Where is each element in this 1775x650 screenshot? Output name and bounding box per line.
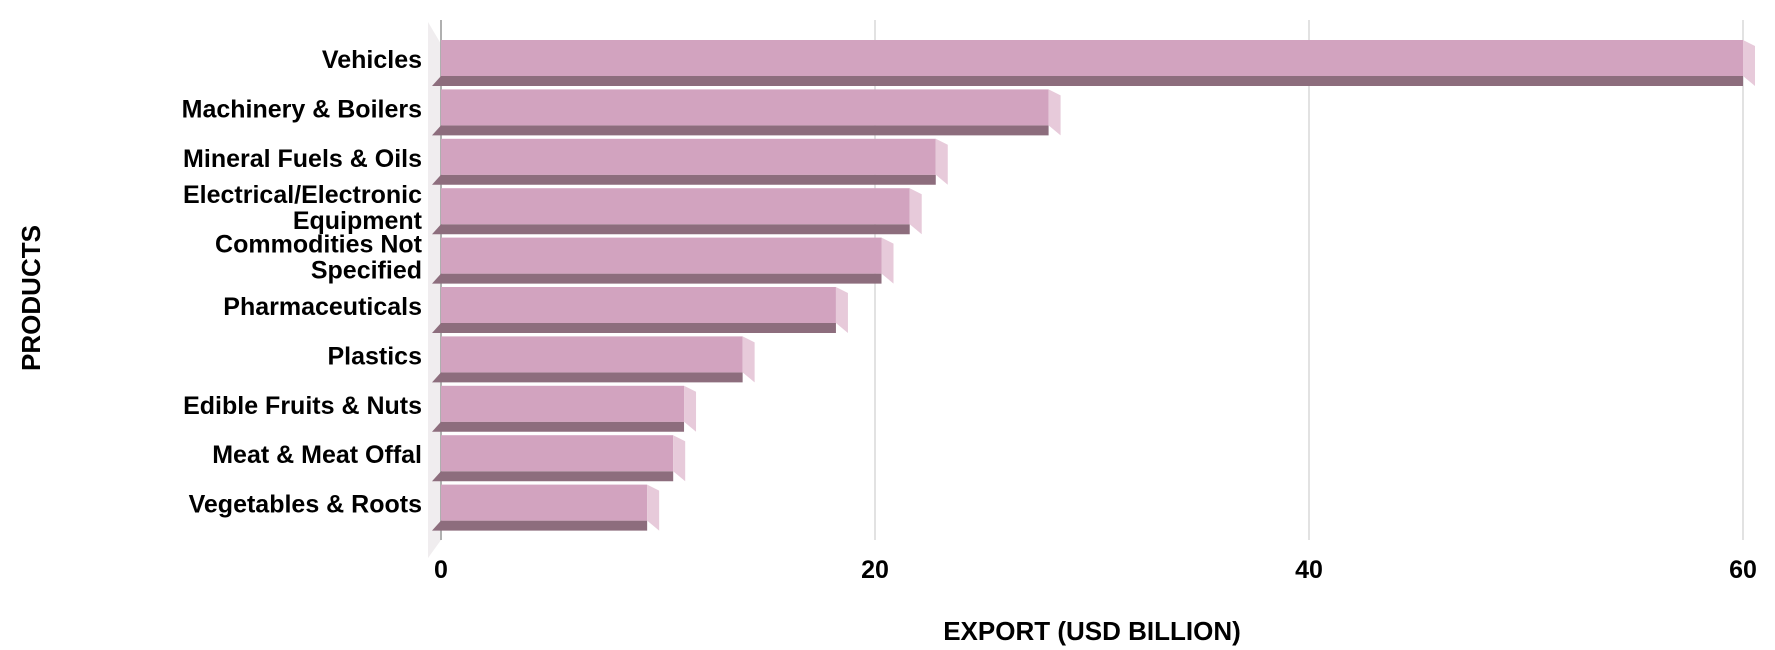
x-axis-title: EXPORT (USD BILLION) (943, 616, 1241, 646)
category-label: Pharmaceuticals (223, 293, 422, 321)
bar-end-cap (1048, 89, 1061, 136)
x-tick-label: 0 (434, 556, 448, 584)
bar-bottom-shadow (432, 224, 910, 235)
bar-bottom-shadow (432, 323, 836, 333)
axis-wall (428, 22, 441, 558)
bar (441, 89, 1049, 126)
bar-bottom-shadow (432, 76, 1743, 86)
plot-area: 0 20 40 60 Vehicles Machinery & Boilers Minera… (182, 20, 1757, 584)
category-label: Commodities Not (215, 231, 423, 259)
bar-row: Machinery & Boilers (182, 89, 1061, 136)
category-label: Electrical/Electronic (183, 181, 422, 209)
bar (441, 336, 743, 373)
category-label: Equipment (293, 207, 423, 235)
bar-bottom-shadow (432, 520, 648, 531)
category-label: Specified (311, 257, 422, 285)
x-tick-label: 60 (1729, 556, 1757, 584)
bar-bottom-shadow (432, 421, 685, 432)
bar-bottom-shadow (432, 372, 743, 383)
bar (441, 237, 882, 274)
bar (441, 385, 685, 422)
bar-end-cap (742, 336, 755, 383)
bar-bottom-shadow (432, 273, 882, 284)
bar-row: Meat & Meat Offal (212, 435, 686, 482)
bar-bottom-shadow (432, 471, 674, 482)
category-label: Meat & Meat Offal (212, 441, 422, 469)
bar-row: Mineral Fuels & Oils (183, 138, 948, 185)
category-label: Plastics (327, 342, 422, 370)
bar-bottom-shadow (432, 125, 1049, 136)
bar-end-cap (684, 385, 697, 432)
bar-end-cap (909, 188, 922, 235)
bar-row: Vegetables & Roots (189, 484, 660, 531)
category-label: Mineral Fuels & Oils (183, 145, 422, 173)
category-label: Vehicles (322, 46, 422, 74)
category-label: Machinery & Boilers (182, 95, 422, 123)
bar-end-cap (835, 287, 848, 333)
category-label: Edible Fruits & Nuts (183, 392, 422, 420)
y-axis-title: PRODUCTS (16, 225, 46, 371)
bar-row: Vehicles (322, 40, 1755, 86)
bar (441, 188, 910, 225)
bar-row: Pharmaceuticals (223, 287, 848, 333)
bar (441, 435, 674, 472)
bar (441, 40, 1743, 76)
bar-end-cap (1743, 40, 1755, 86)
bar-end-cap (881, 237, 894, 284)
bar-row: Plastics (327, 336, 755, 383)
bar-row: Edible Fruits & Nuts (183, 385, 697, 432)
x-tick-label: 40 (1295, 556, 1323, 584)
bar-end-cap (647, 484, 660, 531)
bar-end-cap (935, 138, 948, 185)
bar (441, 287, 836, 323)
bar (441, 138, 936, 175)
bar (441, 484, 648, 521)
bar-bottom-shadow (432, 174, 936, 185)
x-tick-label: 20 (861, 556, 889, 584)
bar-end-cap (673, 435, 686, 482)
category-label: Vegetables & Roots (189, 491, 422, 519)
